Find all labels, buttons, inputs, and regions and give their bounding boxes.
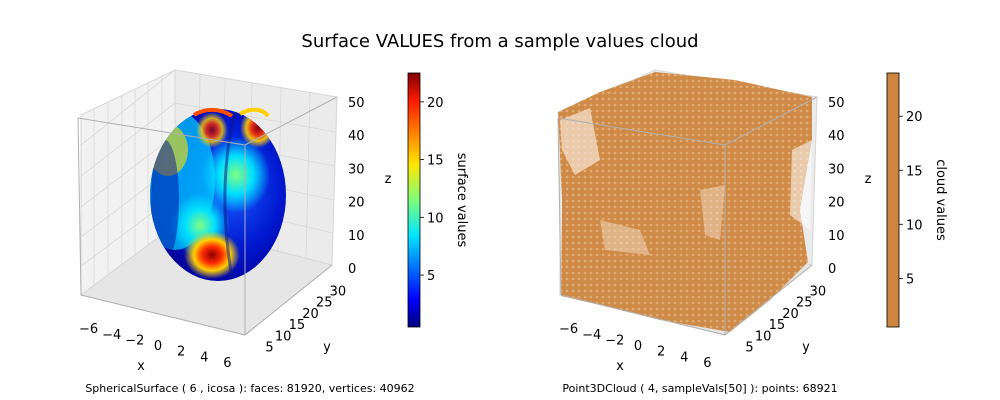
z-tick-label: 20	[348, 196, 365, 211]
y-tick-label: 20	[302, 307, 319, 322]
colorbar-tick-label: 5	[906, 272, 914, 287]
figure-title: Surface VALUES from a sample values clou…	[301, 31, 698, 52]
y-tick-label: 20	[782, 307, 799, 322]
x-tick-label: 6	[703, 356, 711, 371]
z-tick-label: 10	[828, 229, 845, 244]
left-colorbar-label: surface values	[454, 153, 469, 248]
x-tick-label: −4	[102, 328, 121, 343]
x-tick-label: 2	[177, 345, 185, 360]
y-tick-label: 30	[330, 284, 347, 299]
colorbar-tick-label: 5	[427, 269, 435, 284]
right-colorbar: 5 10 15 20 cloud values	[886, 72, 948, 328]
colorbar-tick-label: 10	[906, 218, 923, 233]
y-tick-label: 15	[289, 318, 306, 333]
left-surface	[150, 107, 286, 281]
right-colorbar-label: cloud values	[933, 159, 948, 241]
z-tick-label: 40	[348, 129, 365, 144]
left-front-edges	[77, 96, 338, 336]
z-tick-label: 30	[828, 162, 845, 177]
x-tick-label: 0	[154, 339, 162, 354]
z-tick-label: 10	[348, 229, 365, 244]
x-tick-label: 2	[657, 345, 665, 360]
left-zlabel: z	[385, 172, 392, 187]
left-colorbar-ticks: 5 10 15 20	[420, 96, 444, 284]
x-tick-label: −2	[125, 333, 144, 348]
z-tick-label: 50	[348, 96, 365, 111]
y-tick-label: 10	[755, 329, 772, 344]
x-tick-label: 4	[200, 350, 208, 365]
colorbar-tick-label: 10	[427, 211, 444, 226]
x-tick-label: −2	[605, 333, 624, 348]
x-tick-label: −4	[582, 328, 601, 343]
right-front-edges	[557, 96, 818, 336]
y-tick-label: 25	[316, 296, 333, 311]
y-tick-label: 5	[265, 341, 273, 356]
z-tick-label: 30	[348, 162, 365, 177]
z-tick-label: 0	[828, 262, 836, 277]
colorbar-tick-label: 15	[427, 154, 444, 169]
left-colorbar: 5 10 15 20 surface values	[407, 72, 469, 328]
right-point-cloud	[558, 72, 812, 332]
left-colorbar-ramp	[407, 72, 421, 328]
x-tick-label: 4	[680, 350, 688, 365]
x-tick-label: 6	[223, 356, 231, 371]
z-tick-label: 50	[828, 96, 845, 111]
z-tick-label: 40	[828, 129, 845, 144]
y-tick-label: 15	[769, 318, 786, 333]
colorbar-tick-label: 15	[906, 164, 923, 179]
point-cloud-body	[558, 72, 812, 332]
right-xlabel: x	[616, 359, 624, 374]
x-tick-label: −6	[559, 322, 578, 337]
right-caption: Point3DCloud ( 4, sampleVals[50] ): poin…	[562, 382, 837, 395]
left-caption: SphericalSurface ( 6 , icosa ): faces: 8…	[85, 382, 414, 395]
right-ylabel: y	[802, 340, 810, 355]
left-xlabel: x	[137, 359, 145, 374]
y-tick-label: 30	[810, 284, 827, 299]
colorbar-tick-label: 20	[427, 96, 444, 111]
z-tick-label: 20	[828, 196, 845, 211]
right-colorbar-ticks: 5 10 15 20	[899, 110, 923, 287]
y-tick-label: 10	[275, 329, 292, 344]
right-colorbar-ramp	[886, 72, 900, 328]
colorbar-tick-label: 20	[906, 110, 923, 125]
x-tick-label: 0	[634, 339, 642, 354]
z-tick-label: 0	[348, 262, 356, 277]
x-tick-label: −6	[79, 322, 98, 337]
right-zlabel: z	[865, 172, 872, 187]
y-tick-label: 5	[745, 341, 753, 356]
left-ylabel: y	[323, 340, 331, 355]
y-tick-label: 25	[796, 296, 813, 311]
